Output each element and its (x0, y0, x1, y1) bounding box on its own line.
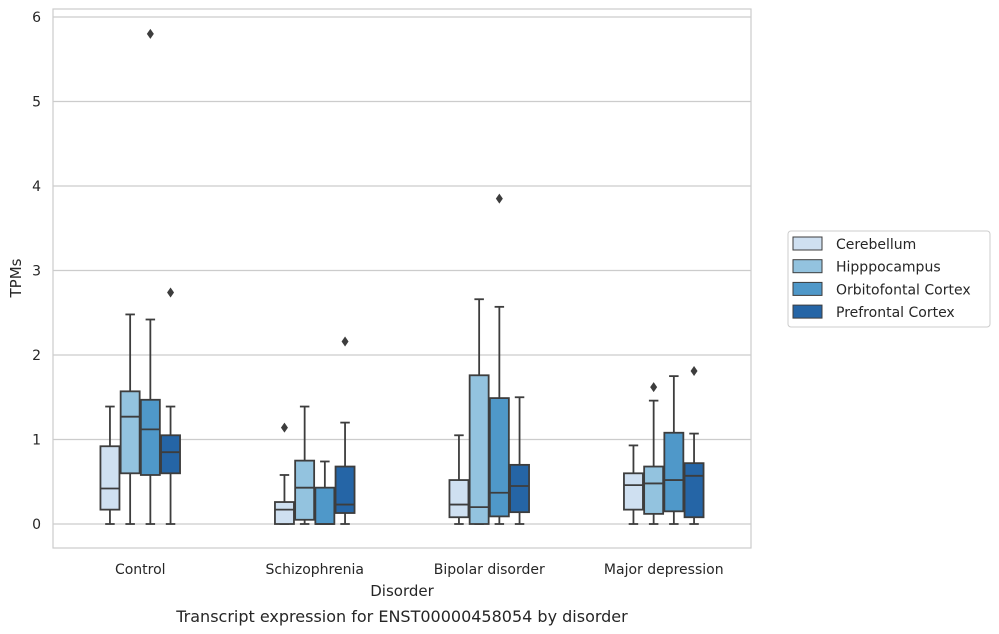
outlier-point (341, 336, 349, 347)
box-hipppocampus-3 (643, 382, 665, 525)
legend-swatch (792, 259, 823, 274)
box-iqr (488, 397, 510, 518)
box-iqr (314, 486, 336, 525)
x-tick-label: Major depression (604, 562, 724, 578)
box-iqr (448, 479, 470, 519)
box-orbitofontal-cortex-2 (488, 193, 510, 525)
box-iqr (623, 472, 644, 511)
box-iqr (468, 374, 490, 525)
box-iqr (99, 445, 121, 511)
box-iqr (294, 459, 316, 521)
y-tick-label: 2 (32, 348, 41, 364)
box-cerebellum-2 (448, 434, 470, 525)
outlier-point (167, 287, 175, 298)
outlier-point (495, 193, 503, 204)
x-axis-ticks: Control Schizophrenia Bipolar disorder Majo… (115, 562, 724, 578)
legend: Cerebellum Hipppocampus Orbitofontal Corte… (787, 230, 991, 328)
box-cerebellum-3 (623, 444, 644, 525)
box-iqr (160, 434, 181, 475)
y-axis-ticks: 0 1 2 3 4 5 6 (32, 10, 41, 533)
x-tick-label: Schizophrenia (266, 562, 364, 578)
outlier-point (146, 28, 154, 39)
box-prefrontal-cortex-2 (509, 396, 530, 525)
box-hipppocampus-0 (119, 313, 141, 525)
box-iqr (509, 463, 530, 514)
plot-frame (52, 8, 752, 549)
legend-label: Hipppocampus (836, 260, 941, 276)
y-tick-label: 1 (32, 433, 41, 449)
legend-label: Prefrontal Cortex (836, 305, 955, 321)
box-iqr (643, 465, 665, 515)
y-axis-label: TPMs (7, 258, 25, 298)
outlier-point (650, 382, 658, 393)
box-hipppocampus-2 (468, 298, 490, 525)
y-tick-label: 4 (32, 179, 41, 195)
legend-label: Cerebellum (836, 237, 916, 253)
outlier-point (280, 422, 288, 433)
x-tick-label: Bipolar disorder (434, 562, 545, 578)
legend-swatch (792, 236, 823, 251)
chart-caption: Transcript expression for ENST0000045805… (175, 607, 628, 626)
box-orbitofontal-cortex-3 (663, 375, 685, 525)
box-cerebellum-1 (274, 422, 295, 525)
x-tick-label: Control (115, 562, 166, 578)
y-tick-label: 6 (32, 10, 41, 26)
box-prefrontal-cortex-1 (334, 336, 356, 525)
y-tick-label: 0 (32, 517, 41, 533)
box-iqr (139, 398, 161, 476)
box-plot-marks (99, 28, 705, 525)
legend-label: Orbitofontal Cortex (836, 282, 971, 298)
box-iqr (683, 462, 705, 519)
legend-swatch (792, 281, 823, 296)
outlier-point (690, 366, 698, 377)
box-prefrontal-cortex-3 (683, 366, 705, 525)
box-prefrontal-cortex-0 (160, 287, 181, 525)
box-hipppocampus-1 (294, 405, 316, 525)
box-iqr (663, 431, 685, 513)
legend-frame (787, 230, 991, 328)
box-iqr (119, 390, 141, 475)
box-iqr (274, 501, 295, 525)
box-orbitofontal-cortex-1 (314, 460, 336, 525)
y-tick-label: 5 (32, 95, 41, 111)
box-orbitofontal-cortex-0 (139, 28, 161, 525)
legend-swatch (792, 304, 823, 319)
box-iqr (334, 465, 356, 514)
x-axis-label: Disorder (370, 582, 434, 600)
y-tick-label: 3 (32, 264, 41, 280)
box-cerebellum-0 (99, 405, 121, 525)
